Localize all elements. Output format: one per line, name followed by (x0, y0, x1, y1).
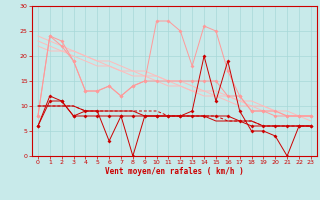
X-axis label: Vent moyen/en rafales ( km/h ): Vent moyen/en rafales ( km/h ) (105, 167, 244, 176)
